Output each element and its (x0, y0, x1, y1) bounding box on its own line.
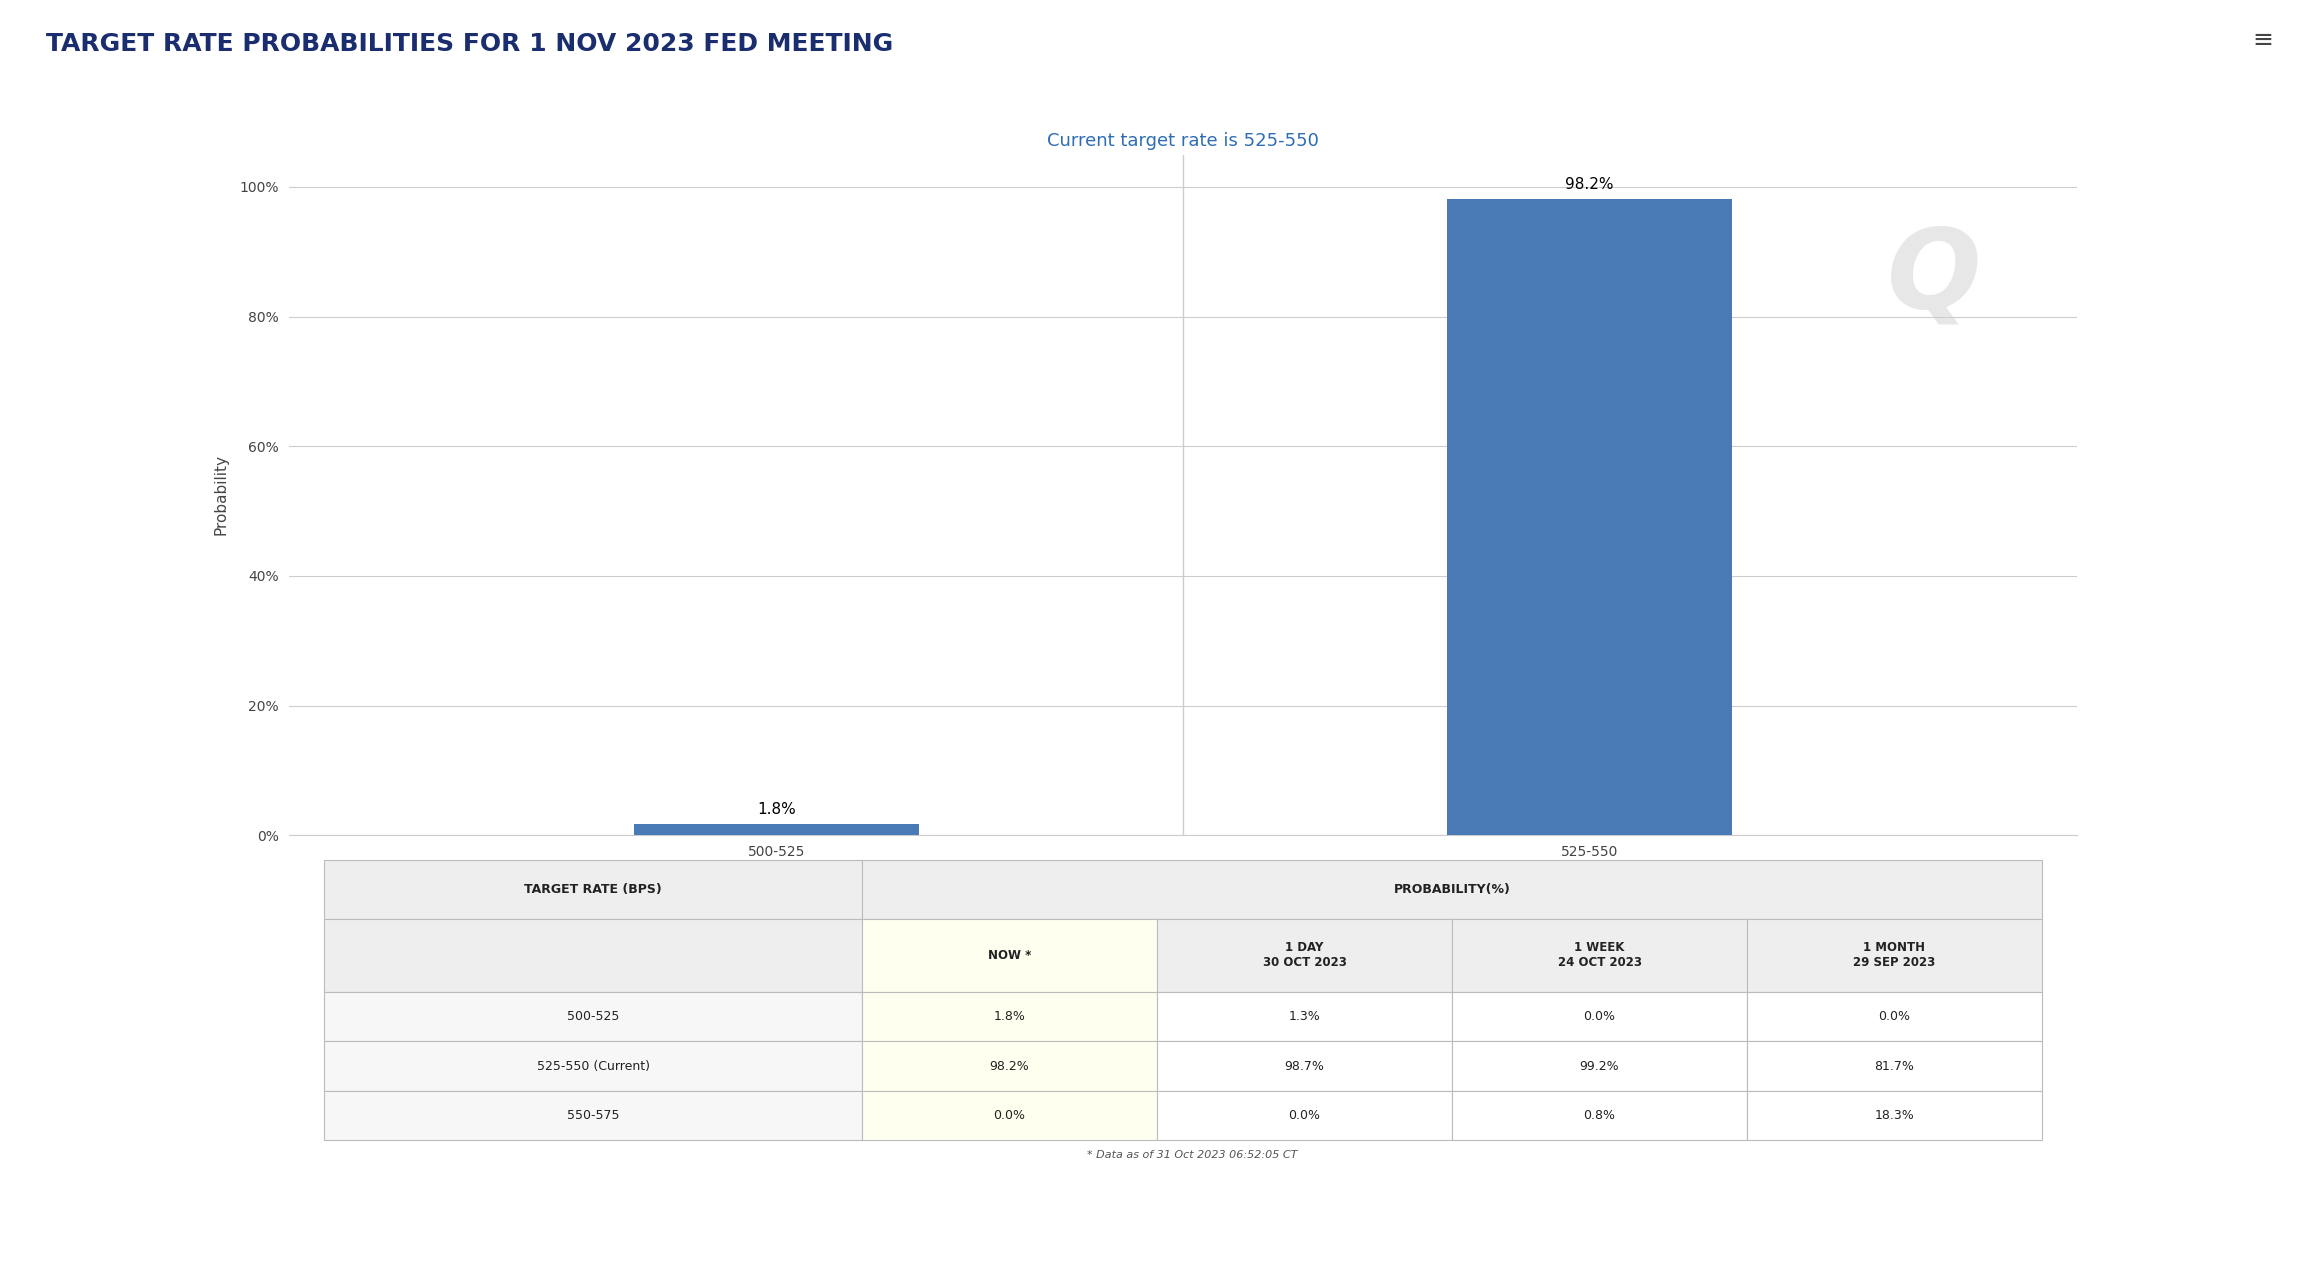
Y-axis label: Probability: Probability (212, 455, 228, 536)
Text: ≡: ≡ (2253, 28, 2273, 53)
FancyBboxPatch shape (1452, 1041, 1747, 1091)
Text: 81.7%: 81.7% (1874, 1060, 1913, 1073)
FancyBboxPatch shape (1452, 918, 1747, 992)
Text: TARGET RATE PROBABILITIES FOR 1 NOV 2023 FED MEETING: TARGET RATE PROBABILITIES FOR 1 NOV 2023… (46, 32, 893, 57)
FancyBboxPatch shape (1747, 1091, 2043, 1140)
Text: 1.8%: 1.8% (757, 802, 796, 817)
FancyBboxPatch shape (1452, 1091, 1747, 1140)
Text: 1 DAY
30 OCT 2023: 1 DAY 30 OCT 2023 (1262, 942, 1346, 970)
Text: * Data as of 31 Oct 2023 06:52:05 CT: * Data as of 31 Oct 2023 06:52:05 CT (1087, 1150, 1297, 1160)
FancyBboxPatch shape (863, 1041, 1156, 1091)
FancyBboxPatch shape (1156, 1091, 1452, 1140)
Text: Q: Q (1888, 224, 1980, 331)
Text: 1.8%: 1.8% (995, 1010, 1025, 1023)
Text: 1.3%: 1.3% (1288, 1010, 1320, 1023)
Text: 98.2%: 98.2% (1565, 178, 1613, 192)
FancyBboxPatch shape (863, 992, 1156, 1041)
Title: Current target rate is 525-550: Current target rate is 525-550 (1048, 133, 1318, 151)
FancyBboxPatch shape (1747, 918, 2043, 992)
FancyBboxPatch shape (1747, 992, 2043, 1041)
FancyBboxPatch shape (323, 860, 863, 918)
FancyBboxPatch shape (1156, 918, 1452, 992)
FancyBboxPatch shape (863, 918, 1156, 992)
Text: 1 MONTH
29 SEP 2023: 1 MONTH 29 SEP 2023 (1853, 942, 1936, 970)
Text: 1 WEEK
24 OCT 2023: 1 WEEK 24 OCT 2023 (1558, 942, 1641, 970)
Text: 0.0%: 0.0% (1879, 1010, 1911, 1023)
FancyBboxPatch shape (863, 860, 2043, 918)
Text: TARGET RATE (BPS): TARGET RATE (BPS) (524, 884, 662, 896)
FancyBboxPatch shape (323, 992, 863, 1041)
Text: 18.3%: 18.3% (1874, 1109, 1913, 1122)
Text: 525-550 (Current): 525-550 (Current) (538, 1060, 651, 1073)
Text: 500-525: 500-525 (568, 1010, 619, 1023)
Text: 99.2%: 99.2% (1579, 1060, 1620, 1073)
Text: 550-575: 550-575 (568, 1109, 619, 1122)
FancyBboxPatch shape (323, 1091, 863, 1140)
FancyBboxPatch shape (1156, 1041, 1452, 1091)
Text: 98.7%: 98.7% (1286, 1060, 1325, 1073)
Text: 0.0%: 0.0% (1288, 1109, 1320, 1122)
Text: 0.0%: 0.0% (1583, 1010, 1616, 1023)
FancyBboxPatch shape (1156, 992, 1452, 1041)
FancyBboxPatch shape (1747, 1041, 2043, 1091)
Text: 0.0%: 0.0% (995, 1109, 1025, 1122)
Bar (635, 823, 919, 835)
Text: 0.8%: 0.8% (1583, 1109, 1616, 1122)
FancyBboxPatch shape (863, 1091, 1156, 1140)
FancyBboxPatch shape (1452, 992, 1747, 1041)
FancyBboxPatch shape (323, 1041, 863, 1091)
Text: 98.2%: 98.2% (990, 1060, 1029, 1073)
Text: NOW *: NOW * (988, 949, 1032, 962)
FancyBboxPatch shape (323, 918, 863, 992)
X-axis label: Target Rate (in bps): Target Rate (in bps) (1108, 869, 1258, 885)
Text: PROBABILITY(%): PROBABILITY(%) (1394, 884, 1509, 896)
Bar (1447, 198, 1731, 835)
